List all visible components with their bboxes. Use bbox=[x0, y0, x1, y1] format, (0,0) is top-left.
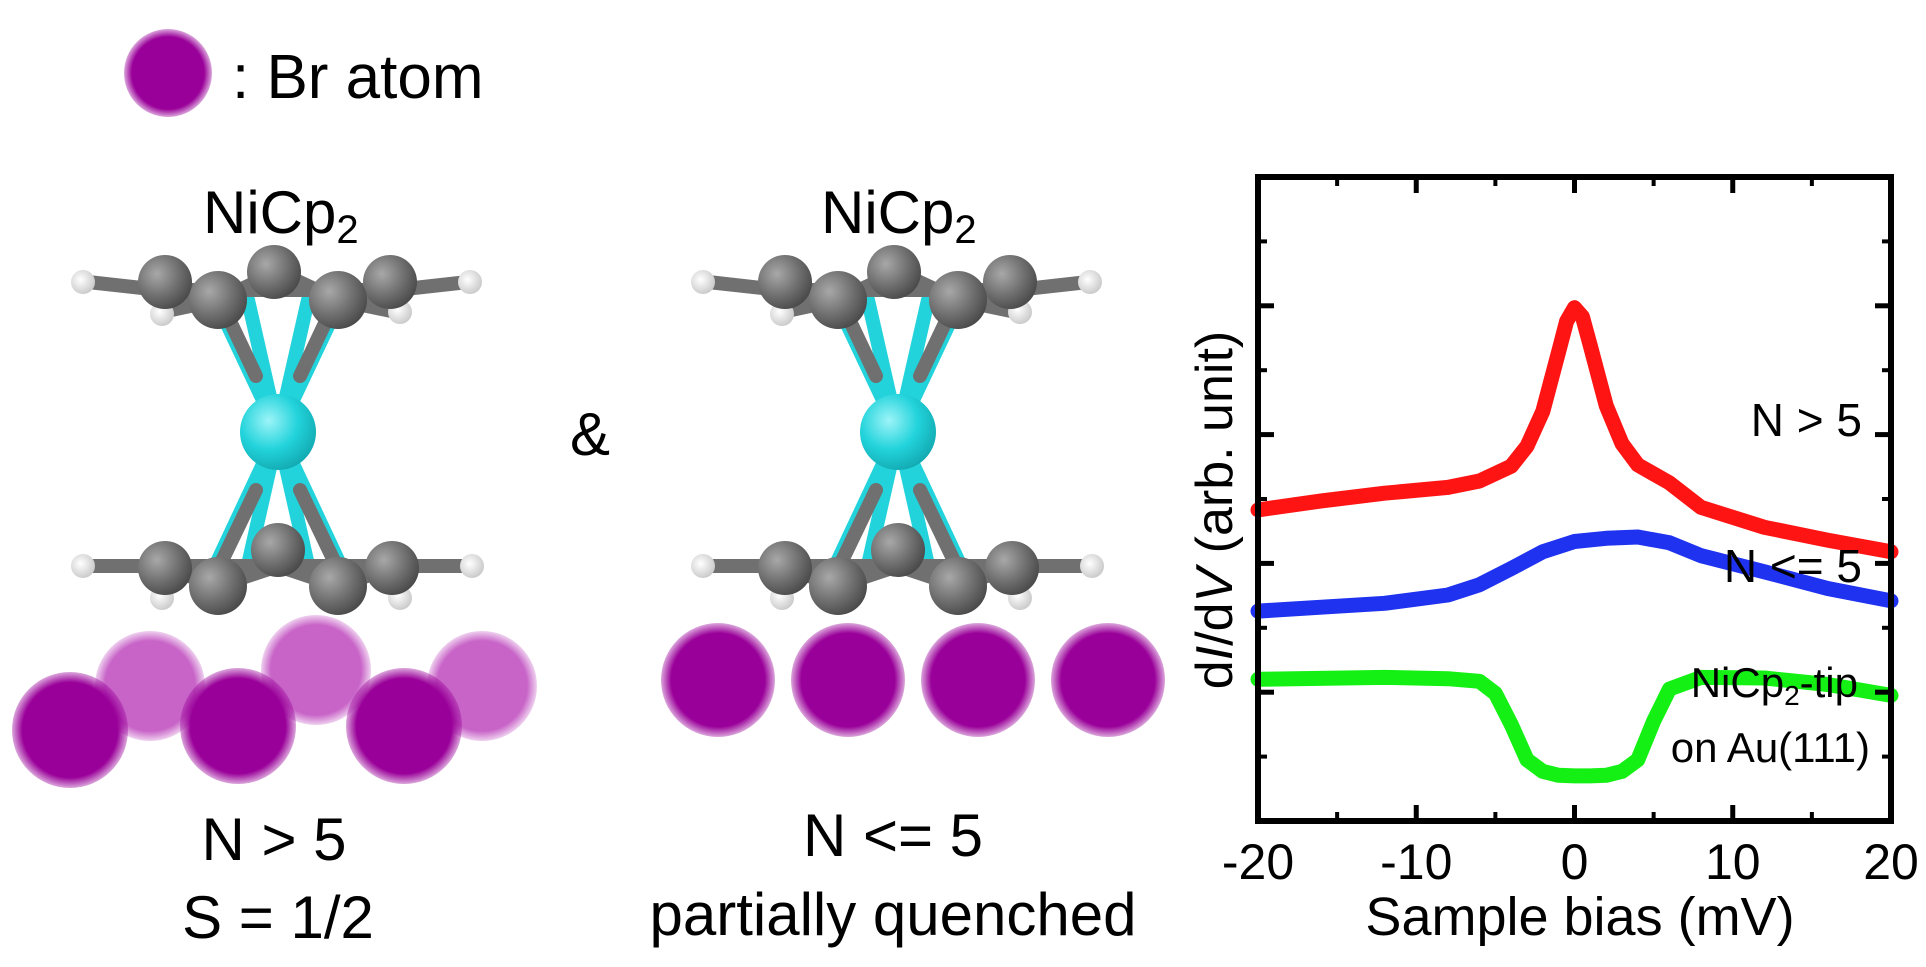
x-tick-label: 0 bbox=[1561, 834, 1589, 890]
curve-label-green-line1: NiCp2-tip bbox=[1691, 659, 1858, 711]
series-line-0 bbox=[1250, 300, 1899, 560]
br-layer-left bbox=[12, 615, 537, 788]
y-axis-title: dI/dV (arb. unit) bbox=[1186, 331, 1244, 689]
x-tick-label: -20 bbox=[1222, 834, 1294, 890]
curve-label-red: N > 5 bbox=[1751, 394, 1862, 446]
series-layer bbox=[1250, 300, 1899, 784]
br-layer-right bbox=[661, 623, 1165, 737]
ampersand: & bbox=[570, 401, 610, 468]
br-atom-legend-icon bbox=[124, 29, 212, 117]
right-spin: partially quenched bbox=[649, 881, 1136, 948]
left-spin: S = 1/2 bbox=[182, 884, 374, 951]
right-molecule-title: NiCp2 bbox=[821, 179, 977, 252]
x-axis-title: Sample bias (mV) bbox=[1365, 887, 1794, 947]
x-tick-label: -10 bbox=[1380, 834, 1452, 890]
left-condition: N > 5 bbox=[201, 806, 346, 873]
x-tick-label: 20 bbox=[1863, 834, 1919, 890]
left-molecule-title: NiCp2 bbox=[203, 179, 359, 252]
x-tick-label: 10 bbox=[1705, 834, 1761, 890]
tick-layer: -20 -10 0 10 20 bbox=[1222, 177, 1919, 890]
right-condition: N <= 5 bbox=[803, 802, 983, 869]
nicp2-molecule-right bbox=[691, 245, 1104, 615]
curve-label-blue: N <= 5 bbox=[1724, 540, 1862, 592]
nicp2-molecule-left bbox=[71, 245, 484, 615]
legend: : Br atom bbox=[124, 29, 484, 117]
curve-label-green-line2: on Au(111) bbox=[1671, 724, 1870, 771]
series-line-1 bbox=[1250, 529, 1899, 619]
series-line-2 bbox=[1250, 669, 1899, 784]
dIdV-chart: -20 -10 0 10 20 N > 5 N <= 5 NiCp2-tip on Au… bbox=[1186, 174, 1919, 947]
legend-label: : Br atom bbox=[232, 43, 484, 112]
